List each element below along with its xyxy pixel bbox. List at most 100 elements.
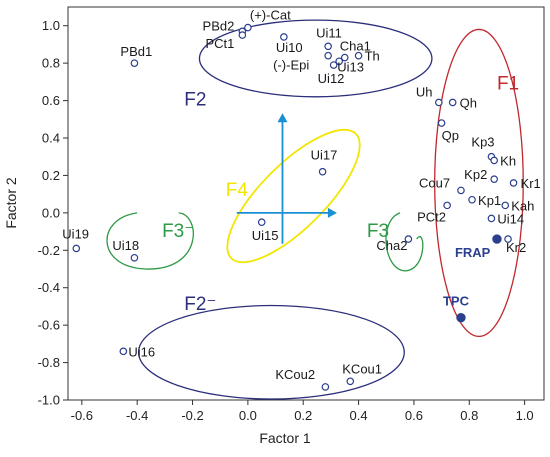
- ellipse-F2: [198, 19, 433, 98]
- y-tick-label: -1.0: [38, 393, 60, 408]
- point-label-uh: Uh: [416, 84, 433, 99]
- point-label-kr1: Kr1: [521, 176, 541, 191]
- highlight-label-frap: FRAP: [455, 245, 491, 260]
- x-axis-title: Factor 1: [259, 430, 311, 446]
- ellipse-F1: [434, 28, 524, 338]
- group-label-F3-pos: F3: [367, 221, 389, 242]
- y-tick-label: -0.2: [38, 243, 60, 258]
- point-label-pbd1: PBd1: [120, 44, 152, 59]
- arc-F3-neg: [106, 212, 194, 270]
- point-label-kah: Kah: [511, 198, 534, 213]
- point-label-ui18: Ui18: [112, 238, 139, 253]
- x-tick-label: -0.2: [181, 408, 203, 423]
- group-label-F3-neg: F3⁻: [162, 221, 194, 242]
- point-kh: [490, 156, 498, 165]
- point-kcou2: [321, 383, 330, 391]
- highlight-point-frap: [492, 234, 502, 244]
- point-label-epi: (-)-Epi: [273, 58, 309, 73]
- point-cha1: [340, 53, 349, 62]
- point-ui16: [119, 347, 128, 356]
- point-label-ui11: Ui11: [316, 25, 342, 40]
- point-qh: [448, 98, 457, 107]
- axes-cross: [236, 113, 337, 244]
- x-tick-label: -0.6: [71, 408, 93, 423]
- y-tick-label: 0.4: [42, 131, 60, 146]
- point-label-kcou1: KCou1: [342, 361, 382, 376]
- point-cha2: [404, 235, 413, 243]
- point-label-ui13: Ui13: [337, 59, 364, 74]
- point-qp: [437, 119, 446, 127]
- point-label-qh: Qh: [460, 95, 477, 110]
- point-label-kp1: Kp1: [478, 193, 501, 208]
- point-label-kcou2: KCou2: [275, 367, 315, 382]
- y-tick-label: 0.6: [42, 93, 60, 108]
- point-ui13: [335, 57, 344, 66]
- point-cou7: [457, 186, 465, 195]
- x-tick-label: 0.0: [239, 408, 257, 423]
- group-label-F1: F1: [497, 73, 519, 94]
- arrow-up-icon: [277, 113, 288, 123]
- point-label-pct1: PCt1: [205, 36, 234, 51]
- point-label-qp: Qp: [442, 128, 459, 143]
- group-ellipses: [106, 19, 524, 400]
- x-tick-label: 0.8: [460, 408, 478, 423]
- plot-frame: [67, 6, 545, 401]
- point-ui18: [130, 253, 139, 262]
- point-pct2: [443, 201, 451, 210]
- point-ui10: [280, 33, 288, 41]
- point-pbd1: [130, 59, 139, 67]
- y-tick-label: -0.4: [38, 280, 60, 295]
- arc-F3-pos: [385, 212, 424, 272]
- point-ui14: [487, 214, 496, 223]
- y-tick-label: 0.8: [42, 56, 60, 71]
- point-label-kp2: Kp2: [464, 167, 487, 182]
- point-ui12: [329, 61, 338, 69]
- x-tick-label: 0.2: [294, 408, 312, 423]
- point-kp1: [468, 195, 476, 204]
- axis-ticks: -0.6 -0.4 -0.2 0.0 0.2 0.4 0.6 0.8 1.0 1.0 0.8 0.6 0…: [38, 18, 534, 423]
- group-label-F2-pos: F2: [184, 89, 206, 110]
- point-label-pct2: PCt2: [417, 209, 446, 224]
- point-kcou1: [346, 377, 355, 386]
- highlight-point-tpc: [456, 312, 466, 323]
- point-kp2: [490, 175, 498, 183]
- point-label-ui10: Ui10: [276, 40, 303, 55]
- y-tick-label: 0.2: [42, 168, 60, 183]
- group-label-F4: F4: [226, 180, 249, 201]
- point-label-kr2: Kr2: [506, 240, 526, 255]
- ellipse-F4: [226, 128, 361, 264]
- point-ui19: [72, 244, 81, 253]
- point-label-th: Th: [365, 49, 380, 64]
- point-kr1: [509, 179, 518, 187]
- point-kah: [501, 201, 510, 210]
- point-uh: [435, 98, 443, 107]
- point-ui11: [324, 42, 332, 51]
- point-label-ui15: Ui15: [252, 228, 279, 243]
- point-label-ui19: Ui19: [62, 226, 89, 241]
- point-label-kh: Kh: [500, 153, 516, 168]
- point-label-ui14: Ui14: [497, 211, 524, 226]
- point-label-cou7: Cou7: [419, 175, 450, 190]
- x-tick-label: 1.0: [516, 408, 534, 423]
- highlight-label-tpc: TPC: [443, 294, 470, 309]
- point-label-cat: (+)-Cat: [250, 8, 291, 23]
- group-label-F2-neg: F2⁻: [184, 294, 216, 315]
- point-cat: [244, 23, 252, 32]
- group-labels: F1 F2 F2⁻ F3 F3⁻ F4: [162, 73, 519, 315]
- point-kr2: [504, 235, 512, 243]
- point-epi: [324, 51, 332, 60]
- y-tick-label: 1.0: [42, 18, 60, 33]
- arrow-right-icon: [327, 207, 337, 218]
- point-label-ui17: Ui17: [311, 148, 338, 163]
- point-pct1: [238, 31, 247, 39]
- y-axis-title: Factor 2: [3, 177, 19, 229]
- y-tick-label: 0.0: [42, 205, 60, 220]
- point-label-cha1: Cha1: [340, 39, 371, 54]
- point-ui17: [318, 167, 327, 176]
- point-label-cha2: Cha2: [376, 238, 407, 253]
- x-tick-label: 0.4: [350, 408, 368, 423]
- point-label-ui16: Ui16: [128, 344, 155, 359]
- y-tick-label: -0.6: [38, 318, 60, 333]
- x-tick-label: -0.4: [126, 408, 148, 423]
